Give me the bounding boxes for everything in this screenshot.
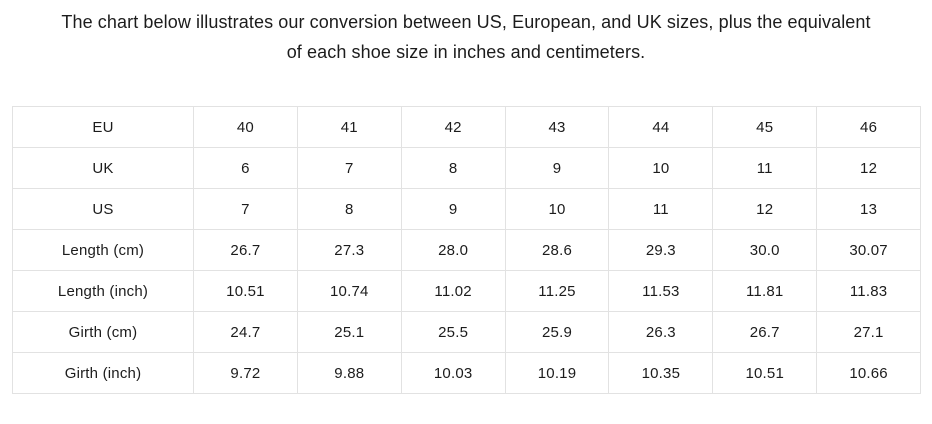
table-cell: 26.3 bbox=[608, 311, 714, 353]
table-cell: 25.1 bbox=[296, 311, 402, 353]
intro-text: The chart below illustrates our conversi… bbox=[0, 0, 932, 67]
row-label-uk: UK bbox=[12, 147, 194, 189]
table-cell: 8 bbox=[296, 188, 402, 230]
table-cell: 41 bbox=[296, 106, 402, 148]
table-cell: 11 bbox=[712, 147, 818, 189]
row-label-girth-inch: Girth (inch) bbox=[12, 352, 194, 394]
table-row-eu: EU 40 41 42 43 44 45 46 bbox=[12, 106, 922, 148]
table-cell: 6 bbox=[193, 147, 298, 189]
table-cell: 46 bbox=[816, 106, 922, 148]
table-cell: 40 bbox=[193, 106, 298, 148]
size-conversion-table: EU 40 41 42 43 44 45 46 UK 6 7 8 9 10 11… bbox=[12, 106, 922, 394]
table-cell: 10 bbox=[608, 147, 714, 189]
table-cell: 25.5 bbox=[400, 311, 506, 353]
table-cell: 25.9 bbox=[504, 311, 610, 353]
table-row-length-inch: Length (inch) 10.51 10.74 11.02 11.25 11… bbox=[12, 270, 922, 312]
row-label-us: US bbox=[12, 188, 194, 230]
table-cell: 10.35 bbox=[608, 352, 714, 394]
table-cell: 26.7 bbox=[193, 229, 298, 271]
table-cell: 10 bbox=[504, 188, 610, 230]
table-cell: 11.53 bbox=[608, 270, 714, 312]
table-cell: 10.19 bbox=[504, 352, 610, 394]
row-label-girth-cm: Girth (cm) bbox=[12, 311, 194, 353]
table-cell: 11.25 bbox=[504, 270, 610, 312]
table-cell: 30.07 bbox=[816, 229, 922, 271]
table-row-uk: UK 6 7 8 9 10 11 12 bbox=[12, 147, 922, 189]
page: The chart below illustrates our conversi… bbox=[0, 0, 932, 394]
table-cell: 24.7 bbox=[193, 311, 298, 353]
table-cell: 43 bbox=[504, 106, 610, 148]
intro-line-2: of each shoe size in inches and centimet… bbox=[286, 42, 646, 62]
table-cell: 8 bbox=[400, 147, 506, 189]
table-cell: 44 bbox=[608, 106, 714, 148]
row-label-eu: EU bbox=[12, 106, 194, 148]
table-cell: 26.7 bbox=[712, 311, 818, 353]
table-cell: 9.88 bbox=[296, 352, 402, 394]
table-cell: 29.3 bbox=[608, 229, 714, 271]
table-cell: 27.3 bbox=[296, 229, 402, 271]
table-row-length-cm: Length (cm) 26.7 27.3 28.0 28.6 29.3 30.… bbox=[12, 229, 922, 271]
table-cell: 28.0 bbox=[400, 229, 506, 271]
table-row-girth-cm: Girth (cm) 24.7 25.1 25.5 25.9 26.3 26.7… bbox=[12, 311, 922, 353]
table-cell: 42 bbox=[400, 106, 506, 148]
table-cell: 45 bbox=[712, 106, 818, 148]
table-cell: 11.02 bbox=[400, 270, 506, 312]
table-cell: 9 bbox=[504, 147, 610, 189]
table-cell: 13 bbox=[816, 188, 922, 230]
table-cell: 9 bbox=[400, 188, 506, 230]
table-cell: 10.74 bbox=[296, 270, 402, 312]
table-cell: 11.83 bbox=[816, 270, 922, 312]
table-cell: 7 bbox=[296, 147, 402, 189]
table-cell: 12 bbox=[712, 188, 818, 230]
table-cell: 12 bbox=[816, 147, 922, 189]
table-cell: 10.66 bbox=[816, 352, 922, 394]
table-cell: 30.0 bbox=[712, 229, 818, 271]
table-cell: 10.51 bbox=[193, 270, 298, 312]
table-cell: 10.51 bbox=[712, 352, 818, 394]
table-row-us: US 7 8 9 10 11 12 13 bbox=[12, 188, 922, 230]
table-cell: 27.1 bbox=[816, 311, 922, 353]
table-cell: 11.81 bbox=[712, 270, 818, 312]
table-cell: 10.03 bbox=[400, 352, 506, 394]
table-cell: 7 bbox=[193, 188, 298, 230]
table-cell: 11 bbox=[608, 188, 714, 230]
row-label-length-inch: Length (inch) bbox=[12, 270, 194, 312]
table-row-girth-inch: Girth (inch) 9.72 9.88 10.03 10.19 10.35… bbox=[12, 352, 922, 394]
table-cell: 9.72 bbox=[193, 352, 298, 394]
table-cell: 28.6 bbox=[504, 229, 610, 271]
intro-line-1: The chart below illustrates our conversi… bbox=[61, 12, 871, 32]
row-label-length-cm: Length (cm) bbox=[12, 229, 194, 271]
